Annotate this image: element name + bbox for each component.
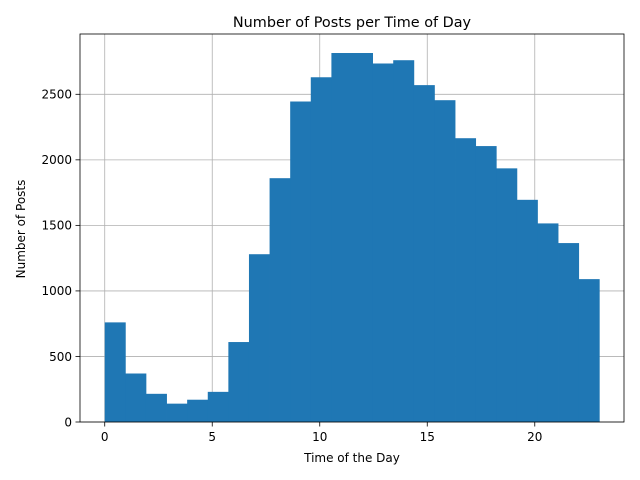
histogram-bar-14 <box>372 63 394 422</box>
histogram-bar-3 <box>145 393 167 422</box>
x-axis-title: Time of the Day <box>303 451 400 465</box>
histogram-bar-19 <box>475 146 497 422</box>
histogram-bars <box>104 53 600 423</box>
histogram-bar-12 <box>331 53 353 423</box>
histogram-bar-6 <box>207 391 229 422</box>
plot-frame <box>79 33 625 423</box>
x-tick-label-20: 20 <box>527 430 542 444</box>
histogram-bar-15 <box>393 60 415 422</box>
histogram-bar-17 <box>434 100 456 422</box>
x-tick-label-5: 5 <box>208 430 216 444</box>
histogram-bar-16 <box>413 85 435 423</box>
histogram-bar-10 <box>290 101 312 422</box>
axis-ticks: 0 5 10 15 20 0 500 1000 1500 2000 2500 <box>41 88 542 444</box>
histogram-bar-1 <box>104 322 126 422</box>
histogram-bar-22 <box>537 223 559 422</box>
histogram-bar-13 <box>352 53 373 423</box>
histogram-bar-21 <box>516 199 538 422</box>
histogram-bar-23 <box>558 243 580 422</box>
x-tick-label-15: 15 <box>420 430 435 444</box>
y-axis-title: Number of Posts <box>14 180 28 279</box>
y-tick-label-1500: 1500 <box>41 219 72 233</box>
y-tick-label-0: 0 <box>64 415 72 429</box>
histogram-bar-5 <box>187 399 209 422</box>
y-tick-label-500: 500 <box>49 350 72 364</box>
histogram-bar-11 <box>310 77 332 422</box>
x-tick-label-10: 10 <box>312 430 327 444</box>
x-tick-label-0: 0 <box>101 430 109 444</box>
histogram-bar-24 <box>578 279 600 422</box>
y-tick-label-2000: 2000 <box>41 153 72 167</box>
y-tick-label-2500: 2500 <box>41 88 72 102</box>
histogram-bar-2 <box>125 373 147 422</box>
histogram-bar-18 <box>455 138 477 422</box>
histogram-bar-7 <box>228 342 250 422</box>
histogram-bar-9 <box>269 178 291 422</box>
histogram-bar-4 <box>166 403 188 422</box>
histogram-bar-8 <box>248 254 270 422</box>
axes-frame <box>79 33 625 423</box>
chart-title: Number of Posts per Time of Day <box>233 15 472 31</box>
histogram-bar-20 <box>496 168 518 422</box>
y-tick-label-1000: 1000 <box>41 284 72 298</box>
